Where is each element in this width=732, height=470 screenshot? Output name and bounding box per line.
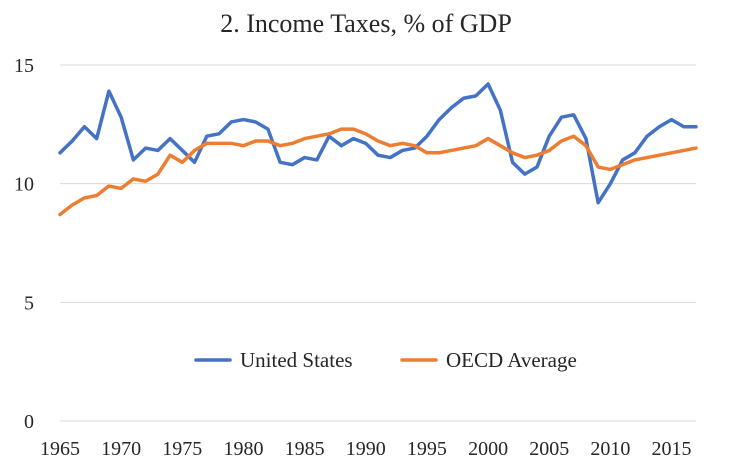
x-tick-label: 1980 [223, 438, 263, 460]
y-tick-label: 0 [24, 411, 34, 433]
legend-label-oecd-average: OECD Average [446, 348, 577, 372]
x-tick-label: 1990 [346, 438, 386, 460]
y-tick-label: 10 [14, 174, 34, 196]
series-lines [58, 82, 698, 217]
x-tick-label: 2005 [529, 438, 569, 460]
y-tick-label: 15 [14, 55, 34, 77]
legend-label-united-states: United States [240, 348, 353, 372]
y-axis-ticks: 0 5 10 15 [14, 55, 34, 433]
x-tick-label: 1970 [101, 438, 141, 460]
x-tick-label: 2010 [590, 438, 630, 460]
chart-title: 2. Income Taxes, % of GDP [220, 9, 512, 38]
x-tick-label: 2000 [468, 438, 508, 460]
series-line-oecd-average [58, 127, 698, 217]
gridlines [60, 64, 696, 422]
x-axis-ticks: 1965 1970 1975 1980 1985 1990 1995 2000 2005 2010… [40, 438, 692, 460]
y-tick-label: 5 [24, 292, 34, 314]
x-tick-label: 2015 [652, 438, 692, 460]
series-line-united-states [58, 82, 698, 205]
x-tick-label: 1995 [407, 438, 447, 460]
legend: United States OECD Average [194, 348, 577, 372]
x-tick-label: 1975 [162, 438, 202, 460]
x-tick-label: 1965 [40, 438, 80, 460]
x-tick-label: 1985 [285, 438, 325, 460]
